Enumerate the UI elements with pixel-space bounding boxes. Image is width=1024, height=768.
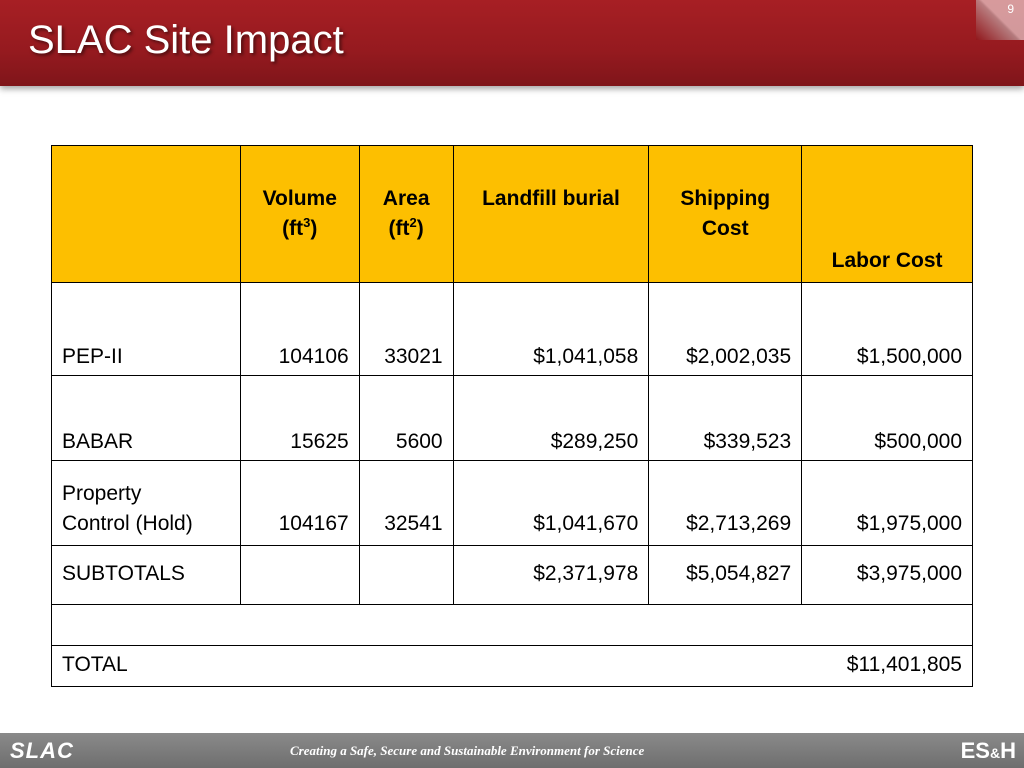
cell-labor: $1,500,000 bbox=[801, 282, 973, 376]
cell-labor: $3,975,000 bbox=[801, 545, 973, 605]
cell-shipping: $339,523 bbox=[648, 375, 803, 461]
row-label: BABAR bbox=[51, 375, 241, 461]
cell-shipping: $5,054,827 bbox=[648, 545, 803, 605]
header-volume-exp: 3 bbox=[303, 215, 311, 230]
page-number: 9 bbox=[1007, 2, 1014, 16]
cell-landfill: $2,371,978 bbox=[452, 545, 650, 605]
esh-logo-es: ES bbox=[960, 738, 990, 763]
total-label: TOTAL bbox=[62, 653, 128, 676]
cell-labor: $1,975,000 bbox=[801, 460, 973, 546]
cell-landfill: $289,250 bbox=[452, 375, 650, 461]
header-labor-label: Labor Cost bbox=[831, 249, 943, 272]
header-area-unit-post: ) bbox=[416, 217, 424, 240]
cell-landfill: $1,041,670 bbox=[452, 460, 650, 546]
cell-volume: 15625 bbox=[239, 375, 360, 461]
cell-volume: 104106 bbox=[239, 282, 360, 376]
esh-logo: ES&H bbox=[961, 738, 1016, 764]
header-volume: Volume (ft3) bbox=[239, 145, 360, 283]
esh-logo-amp: & bbox=[989, 745, 1001, 761]
slac-logo: SLAC bbox=[10, 738, 74, 763]
page-corner-fold bbox=[976, 0, 1024, 40]
footer-bar: SLAC Creating a Safe, Secure and Sustain… bbox=[0, 733, 1024, 768]
row-label: SUBTOTALS bbox=[51, 545, 241, 605]
footer-tagline: Creating a Safe, Secure and Sustainable … bbox=[290, 743, 645, 758]
table-row-total: TOTAL $11,401,805 bbox=[51, 645, 973, 687]
cell-landfill: $1,041,058 bbox=[452, 282, 650, 376]
total-value: $11,401,805 bbox=[846, 653, 962, 676]
esh-logo-h: H bbox=[1000, 738, 1016, 763]
table-row-babar: BABAR 15625 5600 $289,250 $339,523 $500,… bbox=[51, 375, 973, 461]
cell-volume: 104167 bbox=[239, 460, 360, 546]
row-label: Property Control (Hold) bbox=[51, 460, 241, 546]
cell-area: 33021 bbox=[358, 282, 454, 376]
cell-shipping: $2,002,035 bbox=[648, 282, 803, 376]
header-shipping-line1: Shipping bbox=[680, 187, 771, 210]
cell-shipping: $2,713,269 bbox=[648, 460, 803, 546]
header-empty bbox=[51, 145, 241, 283]
cell-area-empty bbox=[358, 545, 454, 605]
site-impact-table: Volume (ft3) Area (ft2) Landfill burial … bbox=[51, 145, 973, 687]
spacer-cell bbox=[51, 604, 973, 646]
table-row-subtotals: SUBTOTALS $2,371,978 $5,054,827 $3,975,0… bbox=[51, 545, 973, 605]
row-label: PEP-II bbox=[51, 282, 241, 376]
cell-area: 5600 bbox=[358, 375, 454, 461]
header-shipping-line2: Cost bbox=[701, 217, 749, 240]
total-cell: TOTAL $11,401,805 bbox=[51, 645, 973, 687]
row-label-line2: Control (Hold) bbox=[62, 512, 193, 535]
header-area: Area (ft2) bbox=[358, 145, 454, 283]
header-landfill-label: Landfill burial bbox=[482, 187, 620, 210]
table-header-row: Volume (ft3) Area (ft2) Landfill burial … bbox=[51, 145, 973, 283]
header-shipping: Shipping Cost bbox=[648, 145, 803, 283]
header-labor: Labor Cost bbox=[801, 145, 973, 283]
slide-title: SLAC Site Impact bbox=[28, 18, 344, 62]
row-label-line1: Property bbox=[62, 482, 142, 505]
cell-area: 32541 bbox=[358, 460, 454, 546]
title-bar: SLAC Site Impact 9 bbox=[0, 0, 1024, 86]
header-volume-unit-post: ) bbox=[310, 217, 318, 240]
header-area-unit-pre: (ft bbox=[388, 217, 410, 240]
header-volume-label: Volume bbox=[262, 187, 337, 210]
header-volume-unit-pre: (ft bbox=[282, 217, 304, 240]
header-area-label: Area bbox=[382, 187, 430, 210]
header-area-exp: 2 bbox=[409, 215, 417, 230]
table-row-pep-ii: PEP-II 104106 33021 $1,041,058 $2,002,03… bbox=[51, 282, 973, 376]
header-landfill: Landfill burial bbox=[452, 145, 650, 283]
cell-volume-empty bbox=[239, 545, 360, 605]
table-row-spacer bbox=[51, 604, 973, 646]
table-row-property-control: Property Control (Hold) 104167 32541 $1,… bbox=[51, 460, 973, 546]
cell-labor: $500,000 bbox=[801, 375, 973, 461]
